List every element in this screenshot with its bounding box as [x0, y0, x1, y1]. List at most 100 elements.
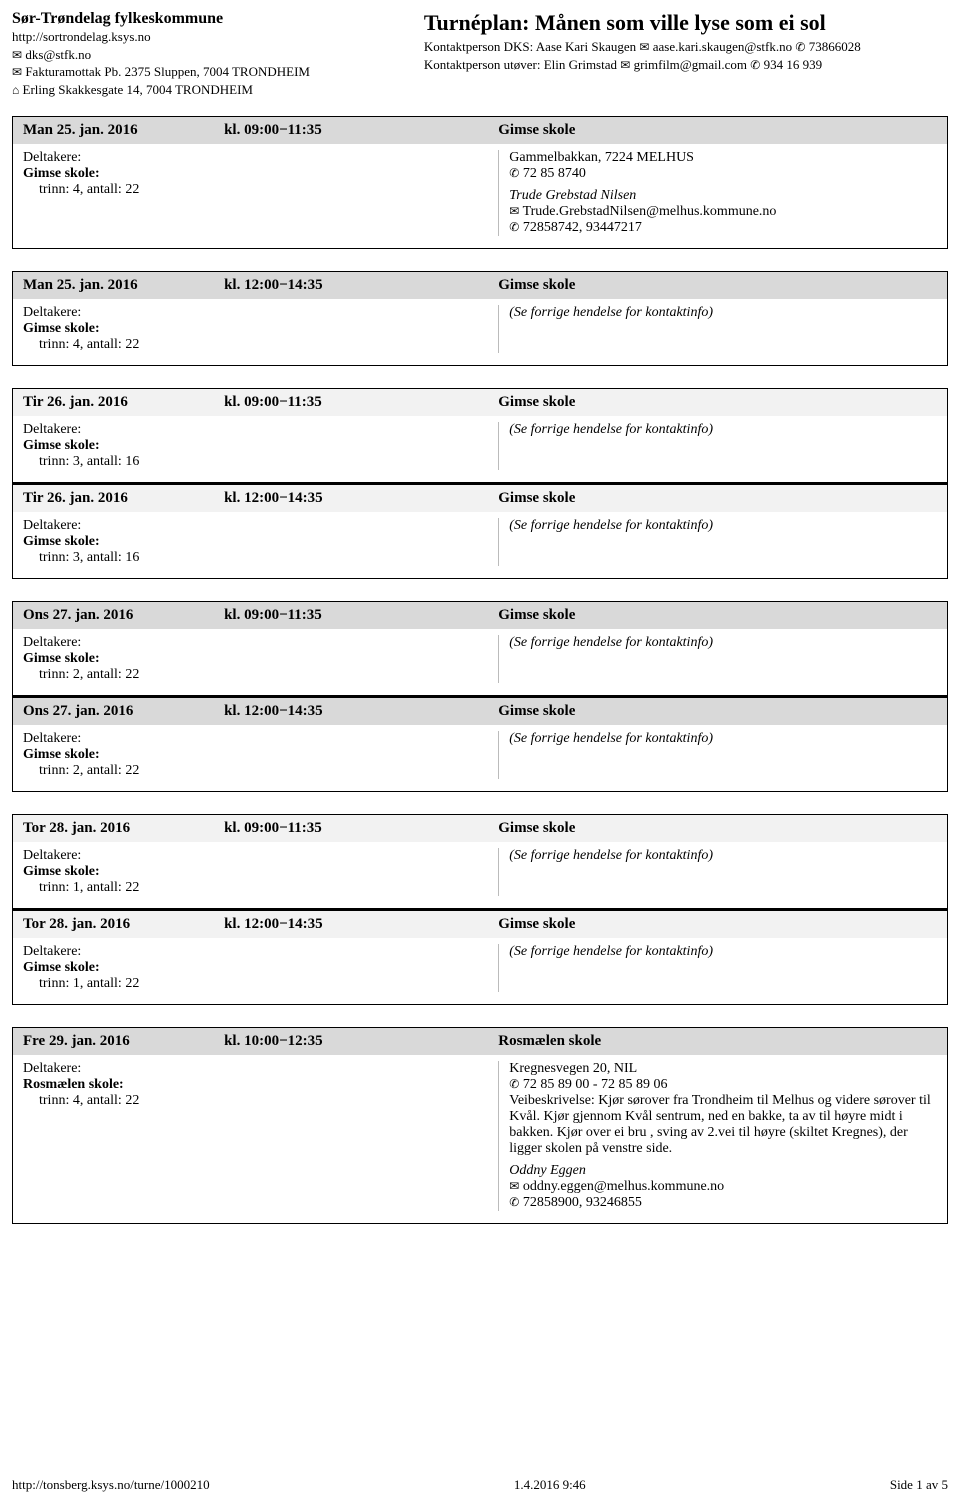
event-header: Ons 27. jan. 2016kl. 09:00−11:35Gimse sk… [13, 602, 947, 629]
contact2-phone: 934 16 939 [764, 57, 823, 72]
footer-url: http://tonsberg.ksys.no/turne/1000210 [12, 1477, 210, 1493]
event-left: Deltakere:Gimse skole:trinn: 1, antall: … [23, 848, 498, 896]
event-body: Deltakere:Rosmælen skole:trinn: 4, antal… [13, 1055, 947, 1223]
org-address-line: ⌂ Erling Skakkesgate 14, 7004 TRONDHEIM [12, 81, 424, 99]
org-address: Erling Skakkesgate 14, 7004 TRONDHEIM [23, 82, 253, 97]
contact-email-line: ✉ oddny.eggen@melhus.kommune.no [509, 1179, 937, 1195]
event-right: (Se forrige hendelse for kontaktinfo) [498, 635, 937, 683]
contact-person: Oddny Eggen [509, 1163, 937, 1179]
event-date: Ons 27. jan. 2016 [23, 703, 224, 720]
event-body: Deltakere:Gimse skole:trinn: 2, antall: … [13, 725, 947, 791]
school-detail: trinn: 4, antall: 22 [23, 1093, 498, 1109]
event-right: (Se forrige hendelse for kontaktinfo) [498, 518, 937, 566]
event-date: Tor 28. jan. 2016 [23, 916, 224, 933]
event-body: Deltakere:Gimse skole:trinn: 1, antall: … [13, 842, 947, 908]
event-header: Tor 28. jan. 2016kl. 12:00−14:35Gimse sk… [13, 911, 947, 938]
school-name: Gimse skole: [23, 166, 498, 182]
event-body: Deltakere:Gimse skole:trinn: 1, antall: … [13, 938, 947, 1004]
phone-icon: ✆ [795, 40, 805, 54]
participants-label: Deltakere: [23, 518, 498, 534]
event: Ons 27. jan. 2016kl. 09:00−11:35Gimse sk… [12, 601, 948, 696]
school-name: Gimse skole: [23, 747, 498, 763]
event-left: Deltakere:Gimse skole:trinn: 4, antall: … [23, 150, 498, 236]
participants-label: Deltakere: [23, 635, 498, 651]
event-left: Deltakere:Gimse skole:trinn: 1, antall: … [23, 944, 498, 992]
see-prev-note: (Se forrige hendelse for kontaktinfo) [509, 944, 713, 959]
event-header: Ons 27. jan. 2016kl. 12:00−14:35Gimse sk… [13, 698, 947, 725]
school-name: Gimse skole: [23, 438, 498, 454]
event: Tir 26. jan. 2016kl. 09:00−11:35Gimse sk… [12, 388, 948, 483]
event-left: Deltakere:Rosmælen skole:trinn: 4, antal… [23, 1061, 498, 1211]
event-date: Tor 28. jan. 2016 [23, 820, 224, 837]
event-header: Fre 29. jan. 2016kl. 10:00−12:35Rosmælen… [13, 1028, 947, 1055]
event-date: Tir 26. jan. 2016 [23, 490, 224, 507]
event: Man 25. jan. 2016kl. 09:00−11:35Gimse sk… [12, 116, 948, 249]
contact2-email: grimfilm@gmail.com [634, 57, 747, 72]
school-name: Rosmælen skole: [23, 1077, 498, 1093]
see-prev-note: (Se forrige hendelse for kontaktinfo) [509, 635, 713, 650]
contact-address: Kregnesvegen 20, NIL [509, 1061, 937, 1077]
event-venue: Gimse skole [498, 122, 937, 139]
event-right: (Se forrige hendelse for kontaktinfo) [498, 422, 937, 470]
event-header: Man 25. jan. 2016kl. 09:00−11:35Gimse sk… [13, 117, 947, 144]
event-group: Ons 27. jan. 2016kl. 09:00−11:35Gimse sk… [12, 601, 948, 792]
event-header: Man 25. jan. 2016kl. 12:00−14:35Gimse sk… [13, 272, 947, 299]
org-email: dks@stfk.no [25, 47, 91, 62]
event: Fre 29. jan. 2016kl. 10:00−12:35Rosmælen… [12, 1027, 948, 1224]
school-detail: trinn: 3, antall: 16 [23, 550, 498, 566]
org-invoice-line: ✉ Fakturamottak Pb. 2375 Sluppen, 7004 T… [12, 63, 424, 81]
event-left: Deltakere:Gimse skole:trinn: 3, antall: … [23, 518, 498, 566]
participants-label: Deltakere: [23, 150, 498, 166]
contact1-email: aase.kari.skaugen@stfk.no [653, 39, 792, 54]
event-venue: Gimse skole [498, 607, 937, 624]
school-name: Gimse skole: [23, 534, 498, 550]
event-date: Ons 27. jan. 2016 [23, 607, 224, 624]
event-right: (Se forrige hendelse for kontaktinfo) [498, 944, 937, 992]
org-invoice: Fakturamottak Pb. 2375 Sluppen, 7004 TRO… [25, 64, 310, 79]
events-container: Man 25. jan. 2016kl. 09:00−11:35Gimse sk… [12, 116, 948, 1224]
event: Ons 27. jan. 2016kl. 12:00−14:35 Gimse sk… [12, 696, 948, 792]
contact2-label: Kontaktperson utøver: Elin Grimstad [424, 57, 617, 72]
participants-label: Deltakere: [23, 305, 498, 321]
contact-person: Trude Grebstad Nilsen [509, 188, 937, 204]
participants-label: Deltakere: [23, 1061, 498, 1077]
event-group: Tor 28. jan. 2016kl. 09:00−11:35Gimse sk… [12, 814, 948, 1005]
footer-page: Side 1 av 5 [890, 1477, 948, 1493]
mail-icon: ✉ [620, 58, 630, 72]
event-time: kl. 12:00−14:35 [224, 916, 498, 933]
school-detail: trinn: 4, antall: 22 [23, 337, 498, 353]
participants-label: Deltakere: [23, 848, 498, 864]
event-right: Kregnesvegen 20, NIL✆ 72 85 89 00 - 72 8… [498, 1061, 937, 1211]
event-left: Deltakere:Gimse skole:trinn: 3, antall: … [23, 422, 498, 470]
event-time: kl. 12:00−14:35 [224, 703, 498, 720]
school-name: Gimse skole: [23, 321, 498, 337]
event-body: Deltakere:Gimse skole:trinn: 4, antall: … [13, 299, 947, 365]
event-right: Gammelbakkan, 7224 MELHUS✆ 72 85 8740Tru… [498, 150, 937, 236]
school-detail: trinn: 2, antall: 22 [23, 763, 498, 779]
event-date: Man 25. jan. 2016 [23, 122, 224, 139]
event-body: Deltakere:Gimse skole:trinn: 4, antall: … [13, 144, 947, 248]
mail-icon: ✉ [639, 40, 649, 54]
see-prev-note: (Se forrige hendelse for kontaktinfo) [509, 848, 713, 863]
header-left: Sør-Trøndelag fylkeskommune http://sortr… [12, 10, 424, 98]
participants-label: Deltakere: [23, 944, 498, 960]
event-time: kl. 09:00−11:35 [224, 122, 498, 139]
contact-directions: Veibeskrivelse: Kjør sørover fra Trondhe… [509, 1093, 937, 1157]
event: Man 25. jan. 2016kl. 12:00−14:35Gimse sk… [12, 271, 948, 366]
event-venue: Rosmælen skole [498, 1033, 937, 1050]
event-venue: Gimse skole [498, 820, 937, 837]
event-right: (Se forrige hendelse for kontaktinfo) [498, 848, 937, 896]
school-detail: trinn: 3, antall: 16 [23, 454, 498, 470]
event: Tor 28. jan. 2016kl. 12:00−14:35Gimse sk… [12, 909, 948, 1005]
event-header: Tir 26. jan. 2016kl. 12:00−14:35Gimse sk… [13, 485, 947, 512]
event-time: kl. 10:00−12:35 [224, 1033, 498, 1050]
event-left: Deltakere:Gimse skole:trinn: 4, antall: … [23, 305, 498, 353]
event: Tir 26. jan. 2016kl. 12:00−14:35Gimse sk… [12, 483, 948, 579]
event-time: kl. 09:00−11:35 [224, 820, 498, 837]
home-icon: ⌂ [12, 83, 19, 97]
event-body: Deltakere:Gimse skole:trinn: 3, antall: … [13, 512, 947, 578]
school-detail: trinn: 1, antall: 22 [23, 880, 498, 896]
mail-icon: ✉ [12, 48, 22, 62]
see-prev-note: (Se forrige hendelse for kontaktinfo) [509, 422, 713, 437]
event-time: kl. 12:00−14:35 [224, 277, 498, 294]
